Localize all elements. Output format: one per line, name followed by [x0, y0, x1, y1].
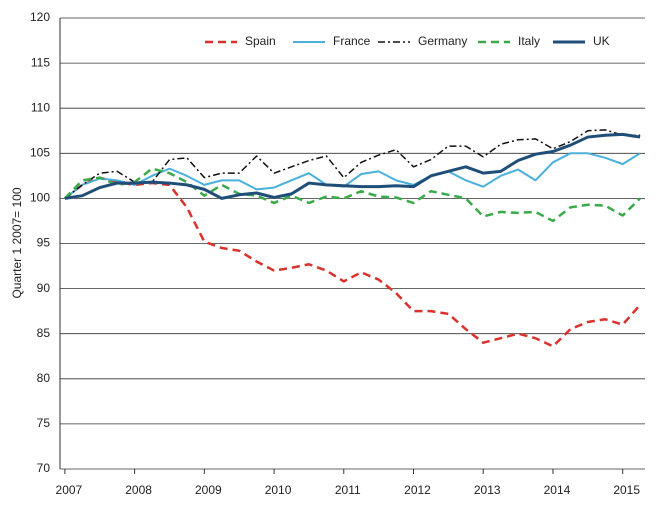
- series-line: [64, 129, 641, 199]
- x-tick-label: 2011: [335, 483, 361, 497]
- x-tick-label: 2010: [265, 483, 292, 497]
- x-tick-label: 2007: [56, 483, 83, 497]
- x-tick-label: 2009: [195, 483, 222, 497]
- x-tick-label: 2014: [544, 483, 571, 497]
- y-tick-label: 110: [31, 100, 50, 114]
- series-line: [63, 167, 641, 223]
- x-tick-label: 2015: [613, 483, 640, 497]
- y-tick-label: 120: [30, 10, 50, 24]
- y-tick-label: 100: [30, 191, 50, 205]
- x-tick-label: 2012: [404, 483, 431, 497]
- series-line: [64, 132, 641, 200]
- x-tick-label: 2013: [474, 483, 501, 497]
- y-tick-label: 105: [30, 145, 50, 159]
- legend-label: France: [333, 34, 371, 48]
- legend-label: UK: [593, 34, 610, 48]
- y-tick-label: 85: [37, 326, 51, 340]
- series-line: [64, 176, 642, 348]
- legend-label: Spain: [245, 34, 276, 48]
- y-axis-label: Quarter 1 2007= 100: [10, 187, 24, 298]
- legend-label: Italy: [518, 34, 540, 48]
- y-tick-label: 80: [37, 371, 51, 385]
- y-tick-label: 95: [37, 236, 51, 250]
- series-line: [64, 152, 641, 200]
- y-tick-label: 115: [31, 55, 50, 69]
- y-tick-label: 70: [37, 461, 51, 475]
- x-tick-label: 2008: [125, 483, 152, 497]
- y-tick-label: 75: [37, 416, 51, 430]
- legend-label: Germany: [418, 34, 467, 48]
- y-tick-label: 90: [37, 281, 51, 295]
